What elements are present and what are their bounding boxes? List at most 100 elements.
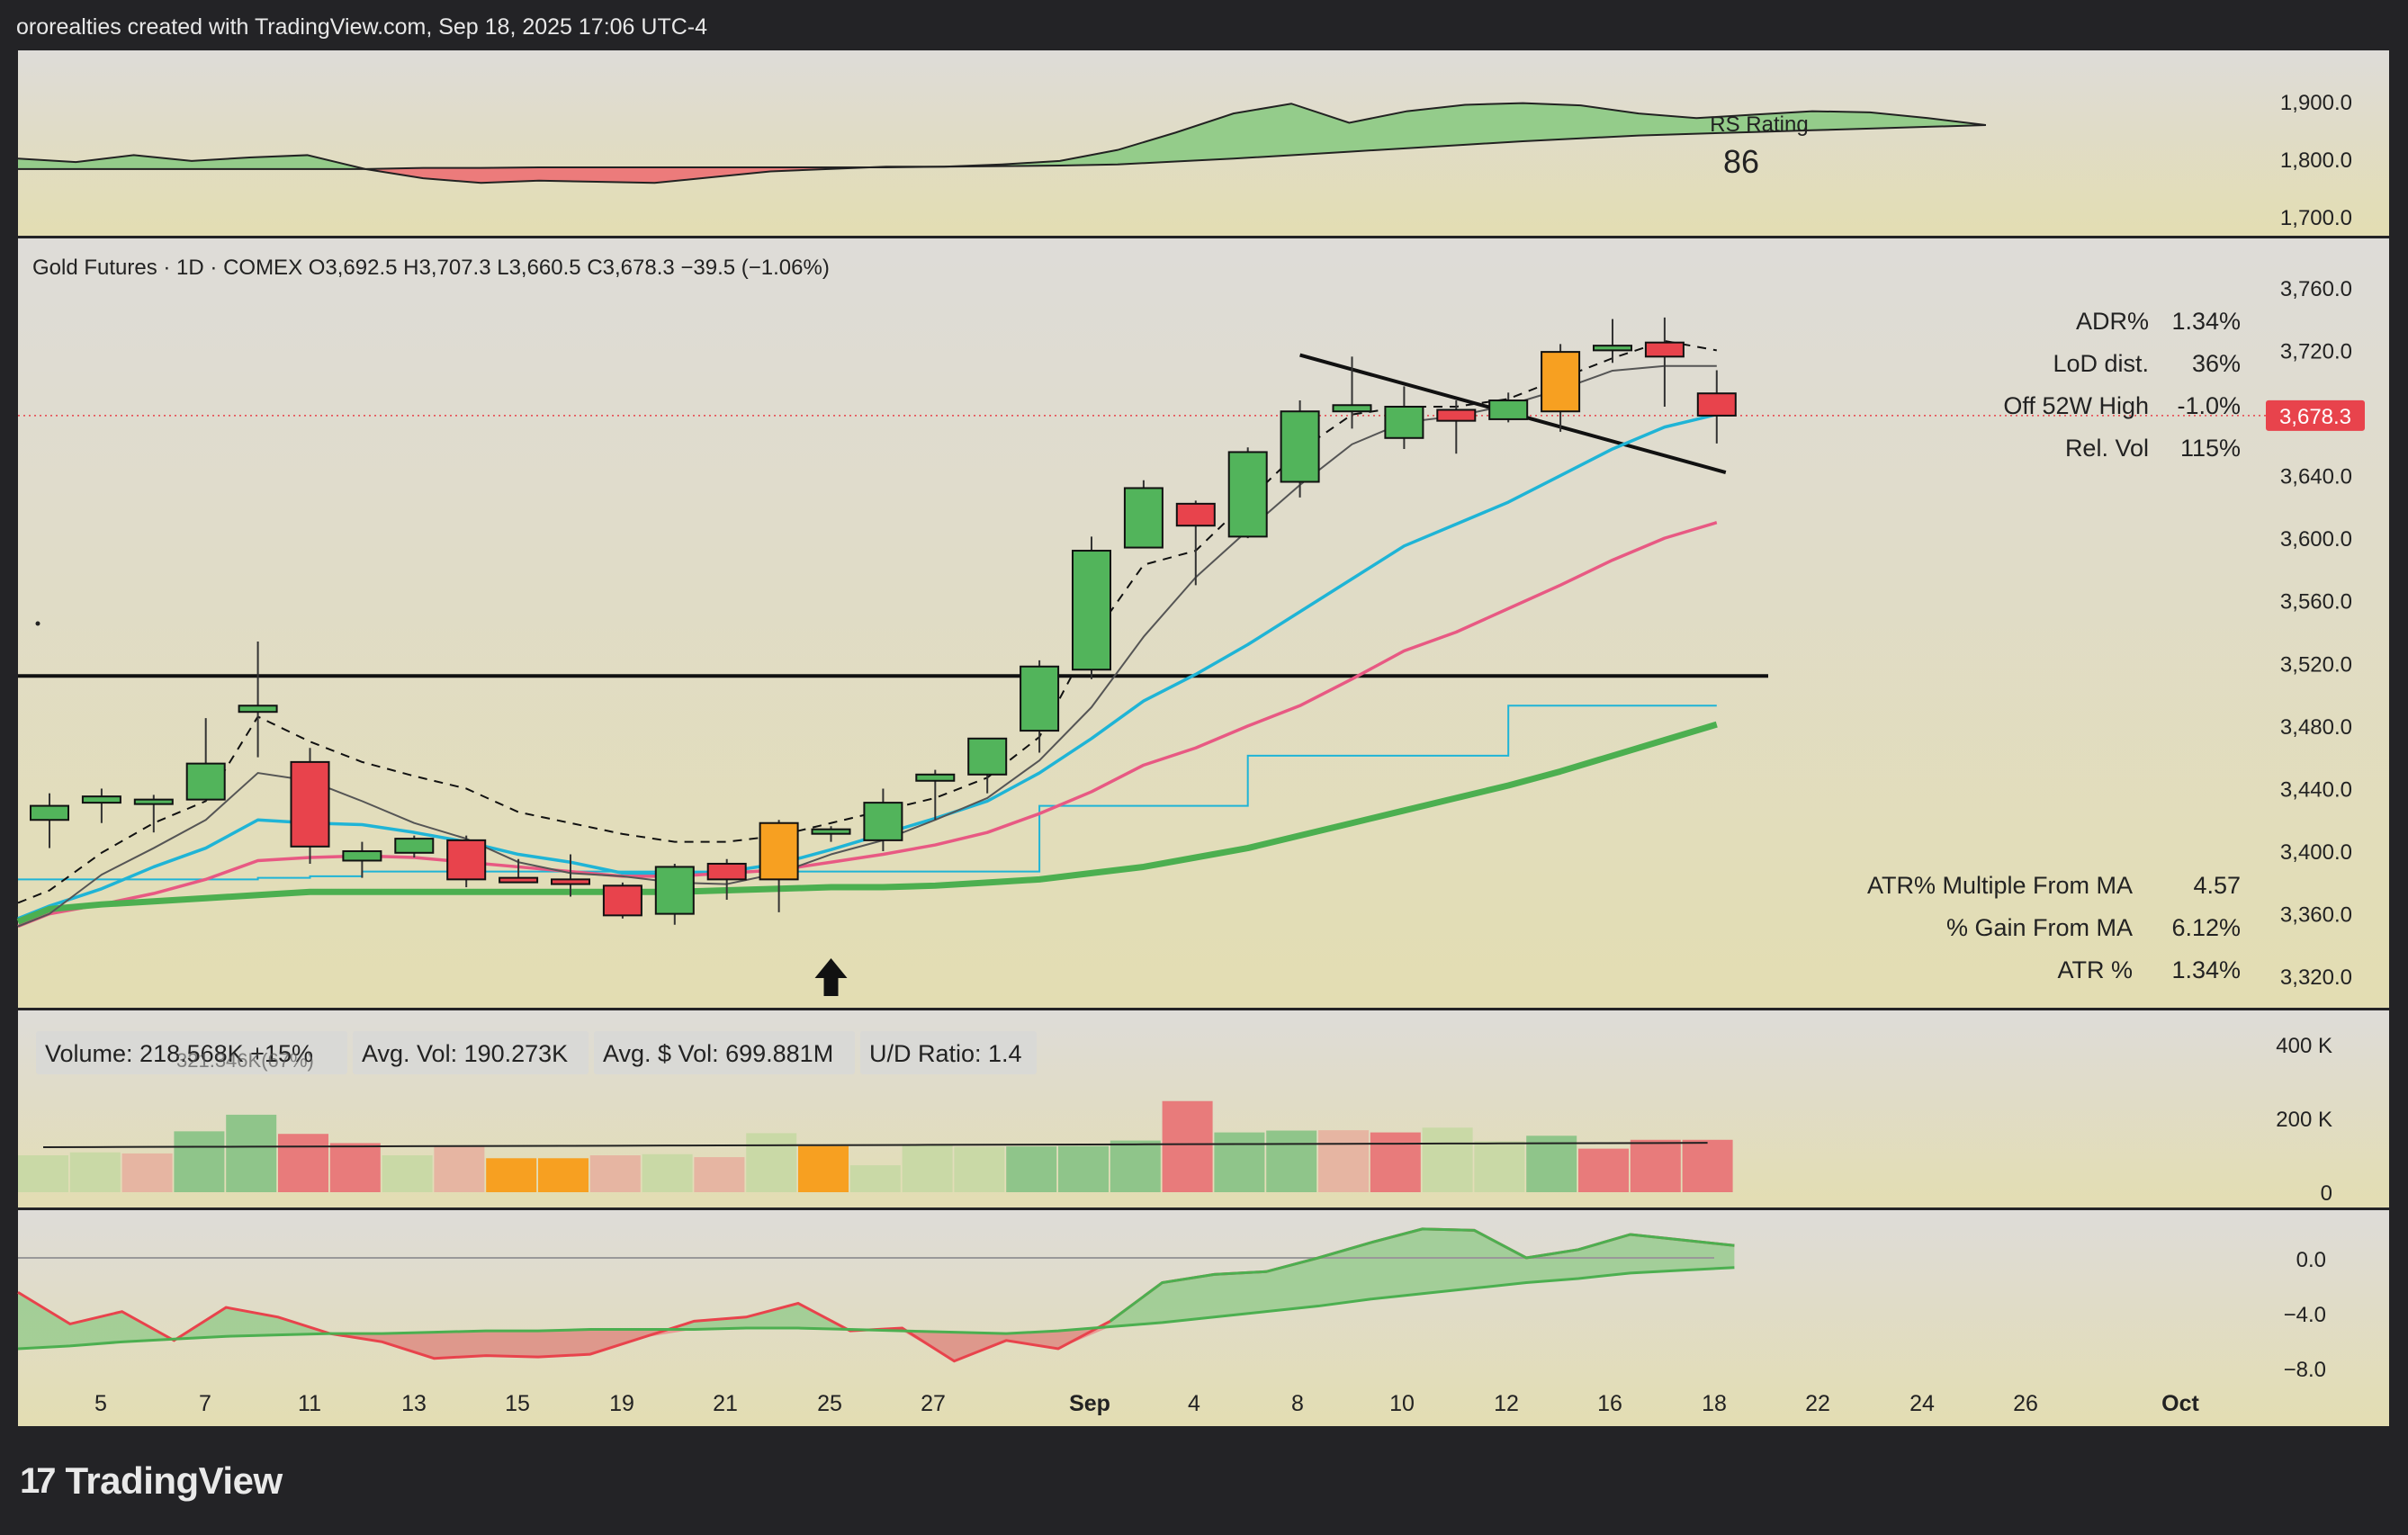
rs-tick: 1,700.0 (2280, 206, 2352, 230)
x-tick: 4 (1188, 1391, 1200, 1416)
rs-pane: RS Rating 86 (17, 102, 1986, 184)
candle (811, 826, 851, 842)
x-tick: Sep (1069, 1391, 1110, 1416)
candle-body (602, 884, 642, 917)
volume-bar (1630, 1139, 1681, 1192)
candle-body (81, 795, 121, 804)
volume-bar (849, 1165, 901, 1192)
candle-body (551, 878, 590, 885)
volume-info-box (594, 1031, 855, 1074)
price-tick: 3,320.0 (2280, 965, 2352, 990)
osc-tick: −8.0 (2284, 1358, 2326, 1382)
rs-area (18, 103, 1986, 184)
x-tick: 11 (298, 1391, 321, 1416)
volume-bar (226, 1114, 277, 1192)
candle (706, 858, 747, 900)
stat-label: ATR% Multiple From MA (1867, 872, 2133, 899)
candle-body (342, 850, 382, 862)
up-arrow-icon (814, 958, 848, 996)
price-tick: 3,640.0 (2280, 465, 2352, 489)
candle-body (30, 804, 69, 821)
volume-bar (329, 1143, 381, 1192)
x-tick: 15 (505, 1391, 530, 1416)
candle (1020, 660, 1060, 753)
candle-body (967, 737, 1008, 776)
candle (133, 794, 174, 833)
rs-label: RS Rating (1710, 112, 1808, 137)
candle (551, 854, 590, 897)
price-tick: 3,440.0 (2280, 777, 2352, 802)
x-tick: 8 (1291, 1391, 1304, 1416)
candle (185, 718, 226, 802)
volume-bar (69, 1152, 121, 1192)
price-tick: 3,760.0 (2280, 277, 2352, 301)
osc-tick: 0.0 (2296, 1248, 2326, 1272)
x-tick: 21 (713, 1391, 738, 1416)
stat-value: 6.12% (2171, 914, 2241, 941)
price-tick: 3,600.0 (2280, 527, 2352, 552)
candle-body (238, 705, 278, 714)
candle-body (499, 876, 539, 884)
candle-body (1123, 487, 1164, 549)
candle (81, 788, 121, 823)
candle (1227, 447, 1268, 539)
volume-bar (1214, 1132, 1265, 1192)
candle-body (863, 802, 903, 841)
volume-info-text: Avg. $ Vol: 699.881M (603, 1040, 833, 1067)
candle (967, 737, 1008, 794)
candle (1696, 370, 1737, 444)
volume-bar (1318, 1130, 1369, 1192)
volume-bar (694, 1157, 745, 1192)
candle-body (1332, 404, 1372, 413)
candle-body (1175, 502, 1216, 527)
candle (1123, 480, 1164, 549)
x-tick: 19 (609, 1391, 634, 1416)
volume-bar (1110, 1140, 1161, 1192)
volume-bar (278, 1134, 328, 1192)
volume-pane: Volume: 218.568K +15% Avg. Vol: 190.273K A… (18, 1031, 1733, 1192)
volume-bar (1058, 1145, 1109, 1192)
price-pane (16, 317, 2299, 996)
candle-body (654, 866, 695, 915)
tradingview-footer[interactable]: 17 TradingView (20, 1454, 283, 1508)
stat-label: % Gain From MA (1946, 914, 2133, 941)
osc-line-green (1109, 1227, 1735, 1323)
candle-body (1644, 341, 1685, 358)
candle-body (1488, 399, 1529, 420)
volume-bar (1422, 1127, 1473, 1192)
candle-body (811, 828, 851, 835)
volume-bar (1266, 1130, 1317, 1192)
volume-bar (642, 1153, 693, 1192)
candle-body (1072, 550, 1111, 671)
x-axis: 5 7 11 13 15 19 21 25 27 Sep 4 8 10 12 16 18 22 24 26 Oct (94, 1391, 2199, 1416)
price-tick: 3,400.0 (2280, 840, 2352, 865)
candle (759, 820, 799, 912)
x-tick: 27 (921, 1391, 946, 1416)
candle-body (759, 821, 799, 881)
x-tick: 16 (1597, 1391, 1622, 1416)
candle-body (394, 838, 435, 854)
stat-value: -1.0% (2177, 392, 2241, 419)
volume-bar (18, 1155, 68, 1192)
footer-brand: TradingView (65, 1459, 283, 1502)
candle (915, 769, 956, 821)
moving-average-2 (16, 721, 1718, 925)
volume-bar (954, 1146, 1005, 1192)
volume-average-line (42, 1142, 1708, 1148)
oscillator-pane (17, 1227, 1735, 1363)
candle-body (446, 839, 487, 881)
candle (1072, 536, 1111, 679)
moving-average-4 (17, 339, 1717, 904)
x-tick: 18 (1702, 1391, 1727, 1416)
candle-body (915, 773, 956, 782)
x-tick: 26 (2013, 1391, 2038, 1416)
price-pane-bg (18, 238, 2389, 1008)
price-tick: 3,520.0 (2280, 652, 2352, 677)
candle (499, 858, 539, 884)
volume-bar (589, 1155, 641, 1192)
x-tick: 10 (1389, 1391, 1415, 1416)
stat-value: 1.34% (2171, 308, 2241, 335)
candle (1593, 319, 1632, 364)
drawing-dot (35, 621, 40, 626)
